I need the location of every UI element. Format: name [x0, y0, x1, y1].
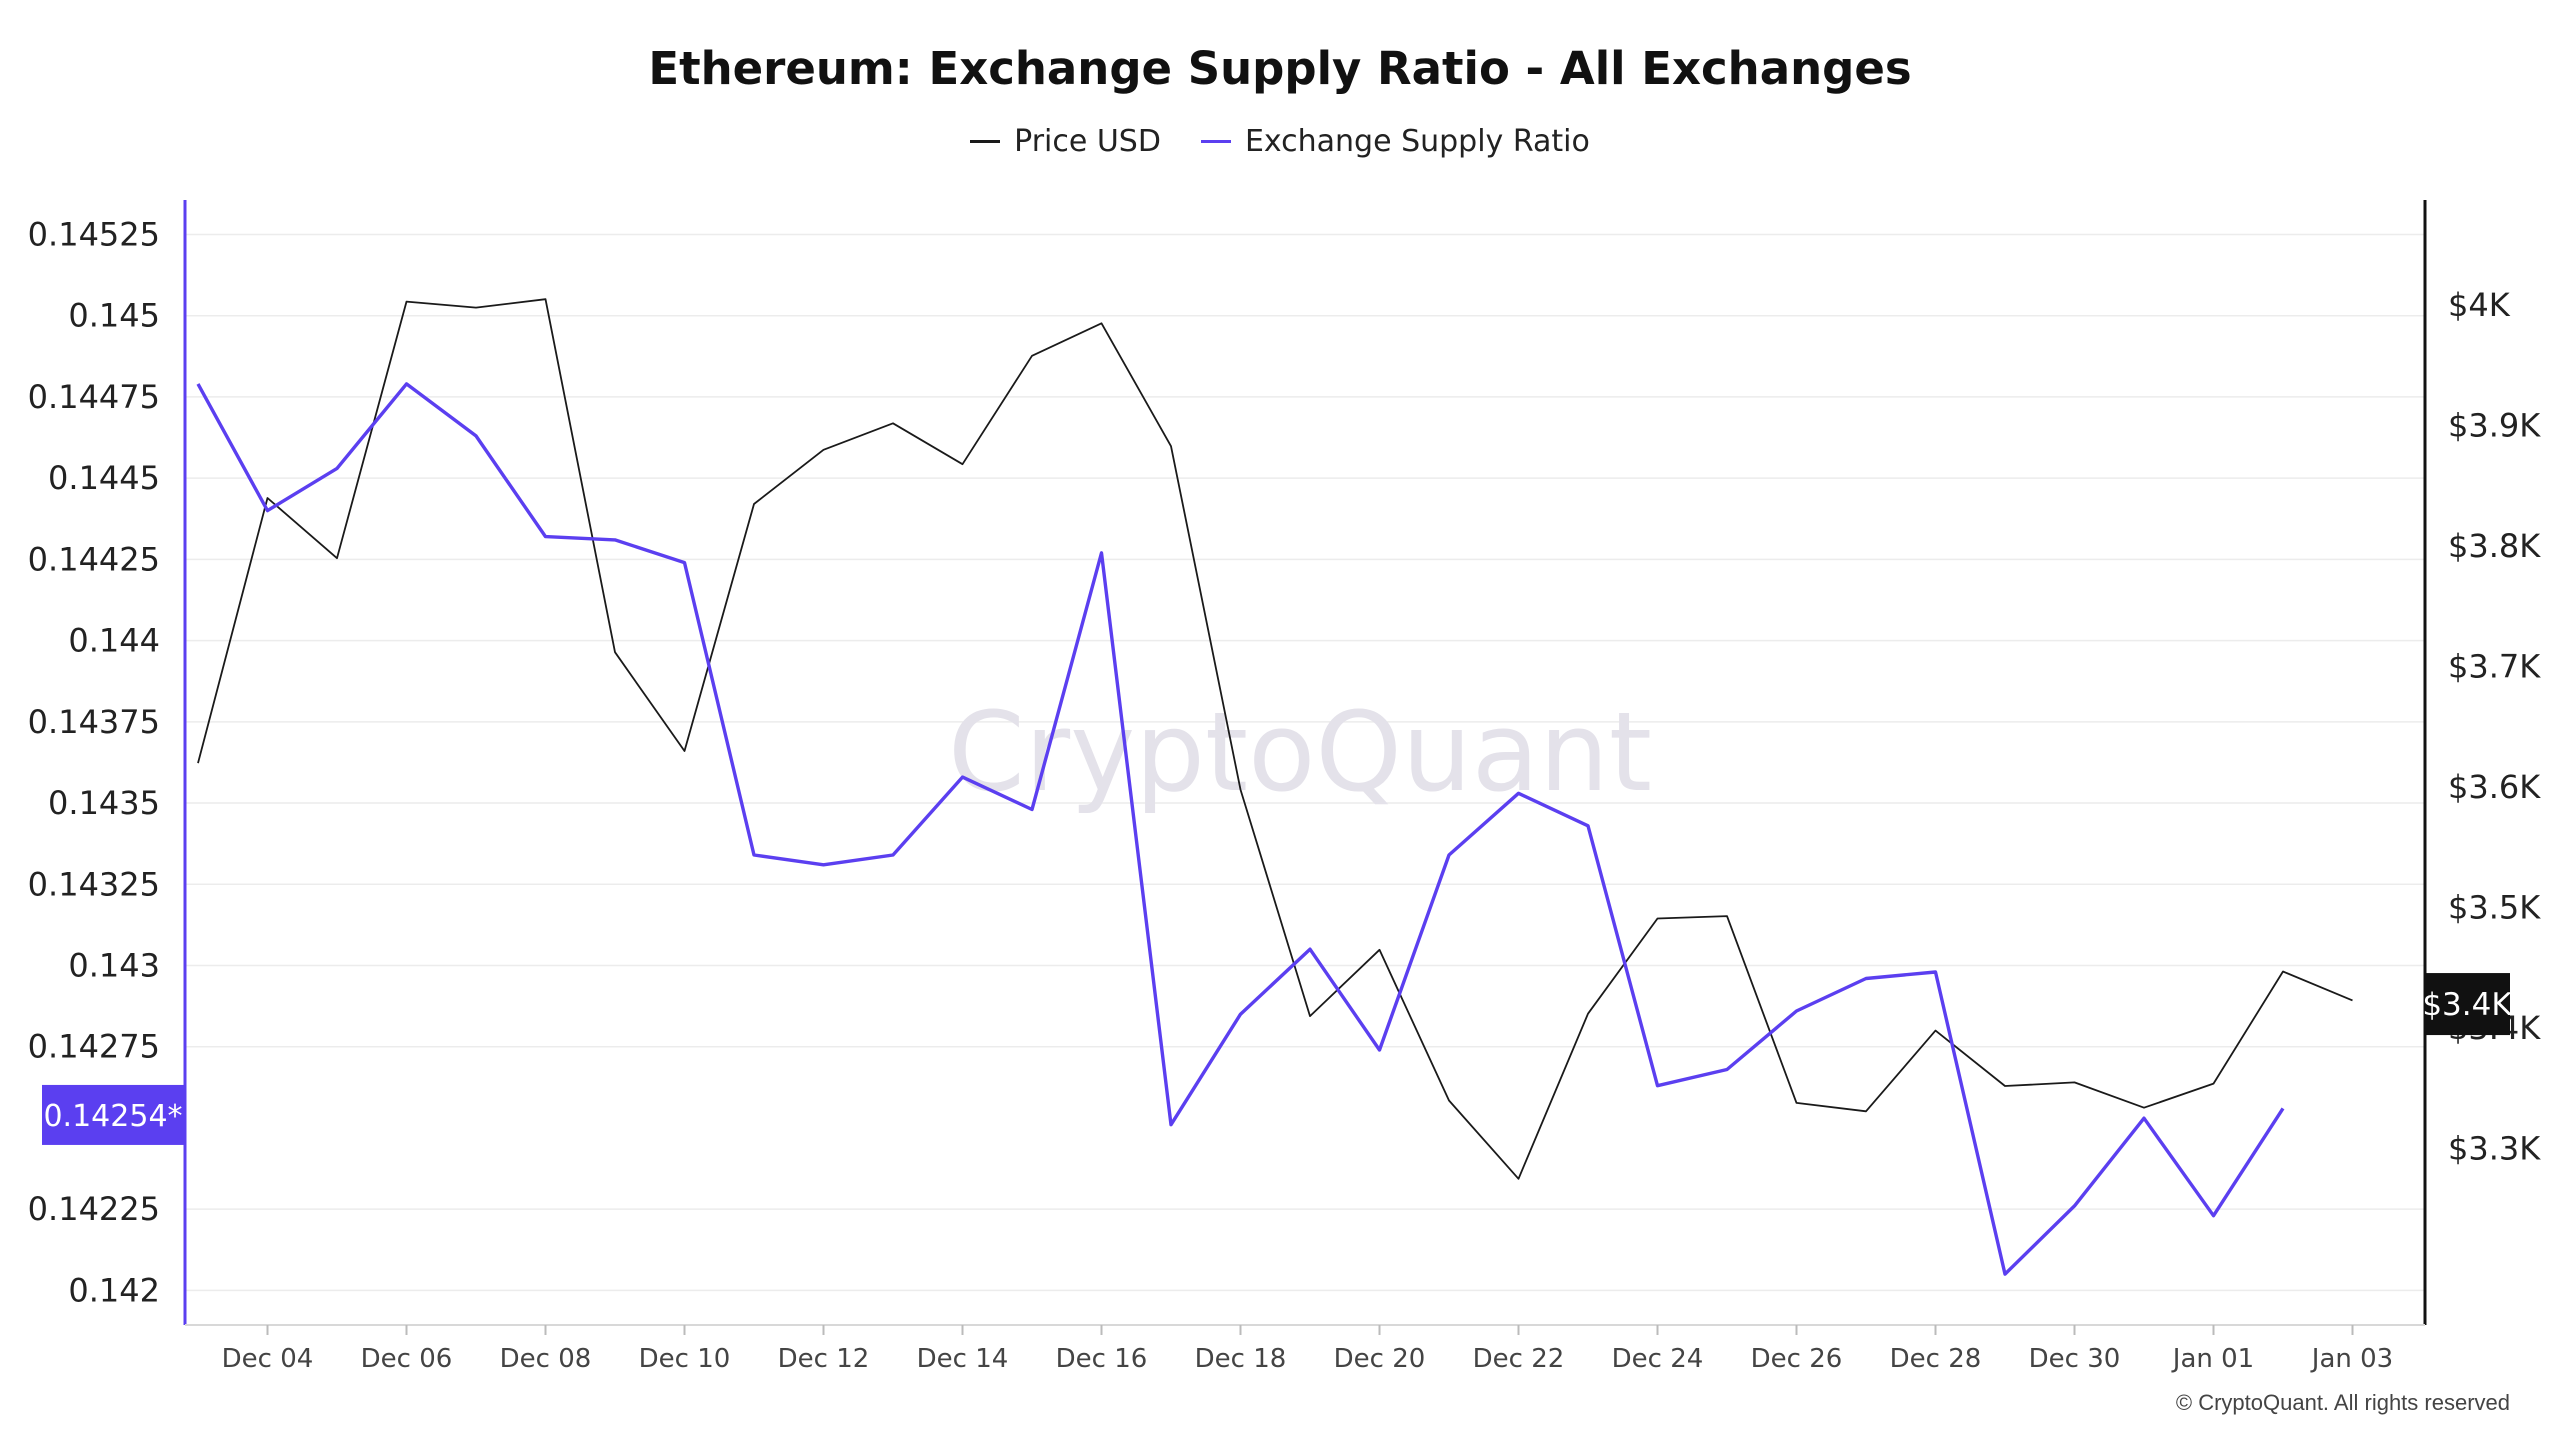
left-axis-tick-label: 0.145 [68, 297, 160, 335]
left-axis-tick-label: 0.143 [68, 946, 160, 984]
left-axis-tick-label: 0.1445 [48, 459, 160, 497]
legend-swatch-ratio [1200, 140, 1231, 143]
left-axis-tick-label: 0.144 [68, 622, 160, 660]
right-axis-tick-label: $3.5K [2448, 889, 2541, 927]
x-axis-tick-label: Dec 28 [1890, 1344, 1982, 1374]
legend: Price USD Exchange Supply Ratio [0, 124, 2560, 159]
left-axis-tick-label: 0.14325 [28, 865, 160, 903]
series-line-price-usd [197, 298, 2353, 1180]
left-axis-tick-label: 0.14375 [28, 703, 160, 741]
legend-label-ratio: Exchange Supply Ratio [1244, 124, 1590, 159]
series-line-exchange-supply-ratio [196, 382, 2285, 1276]
copyright-notice: © CryptoQuant. All rights reserved [2175, 1390, 2510, 1415]
chart-title: Ethereum: Exchange Supply Ratio - All Ex… [648, 42, 1912, 95]
right-axis-tick-label: $3.8K [2448, 527, 2541, 565]
legend-label-price: Price USD [1014, 124, 1161, 159]
right-current-value-label: $3.4K [2422, 987, 2512, 1023]
x-axis-tick-label: Dec 08 [500, 1344, 592, 1374]
x-axis-tick-label: Jan 03 [2310, 1344, 2393, 1374]
left-axis-tick-label: 0.14275 [28, 1028, 160, 1066]
x-axis-tick-label: Dec 20 [1334, 1344, 1426, 1374]
x-axis-tick-label: Dec 18 [1195, 1344, 1287, 1374]
left-axis-tick-label: 0.14475 [28, 378, 160, 416]
x-axis-tick-label: Dec 06 [361, 1344, 453, 1374]
left-axis-tick-label: 0.14525 [28, 215, 160, 253]
x-axis-tick-label: Dec 14 [917, 1344, 1009, 1374]
left-axis-tick-label: 0.14425 [28, 540, 160, 578]
left-axis-tick-label: 0.14225 [28, 1190, 160, 1228]
left-axis-tick-label: 0.142 [68, 1271, 160, 1309]
x-axis-tick-label: Dec 04 [222, 1344, 314, 1374]
x-axis-tick-label: Dec 16 [1056, 1344, 1148, 1374]
left-current-value-label: 0.14254* [43, 1099, 182, 1134]
x-axis-tick-label: Dec 10 [639, 1344, 731, 1374]
x-axis-tick-label: Dec 30 [2029, 1344, 2121, 1374]
legend-item-ratio[interactable]: Exchange Supply Ratio [1200, 124, 1590, 159]
x-axis-tick-label: Dec 22 [1473, 1344, 1565, 1374]
right-axis-tick-label: $4K [2448, 286, 2511, 324]
watermark: CryptoQuant [948, 688, 1652, 816]
x-axis-tick-label: Jan 01 [2171, 1344, 2254, 1374]
right-axis-tick-label: $3.6K [2448, 768, 2541, 806]
right-axis-tick-label: $3.9K [2448, 407, 2541, 445]
left-axis-tick-label: 0.1435 [48, 784, 160, 822]
left-current-value-badge [42, 1084, 185, 1145]
legend-swatch-price [970, 140, 1001, 143]
right-axis-tick-label: $3.7K [2448, 648, 2541, 686]
x-axis-tick-label: Dec 26 [1751, 1344, 1843, 1374]
x-axis-tick-label: Dec 24 [1612, 1344, 1704, 1374]
right-axis-tick-label: $3.3K [2448, 1130, 2541, 1168]
legend-item-price[interactable]: Price USD [970, 124, 1161, 159]
x-axis-tick-label: Dec 12 [778, 1344, 870, 1374]
right-current-value-badge [2425, 973, 2510, 1036]
